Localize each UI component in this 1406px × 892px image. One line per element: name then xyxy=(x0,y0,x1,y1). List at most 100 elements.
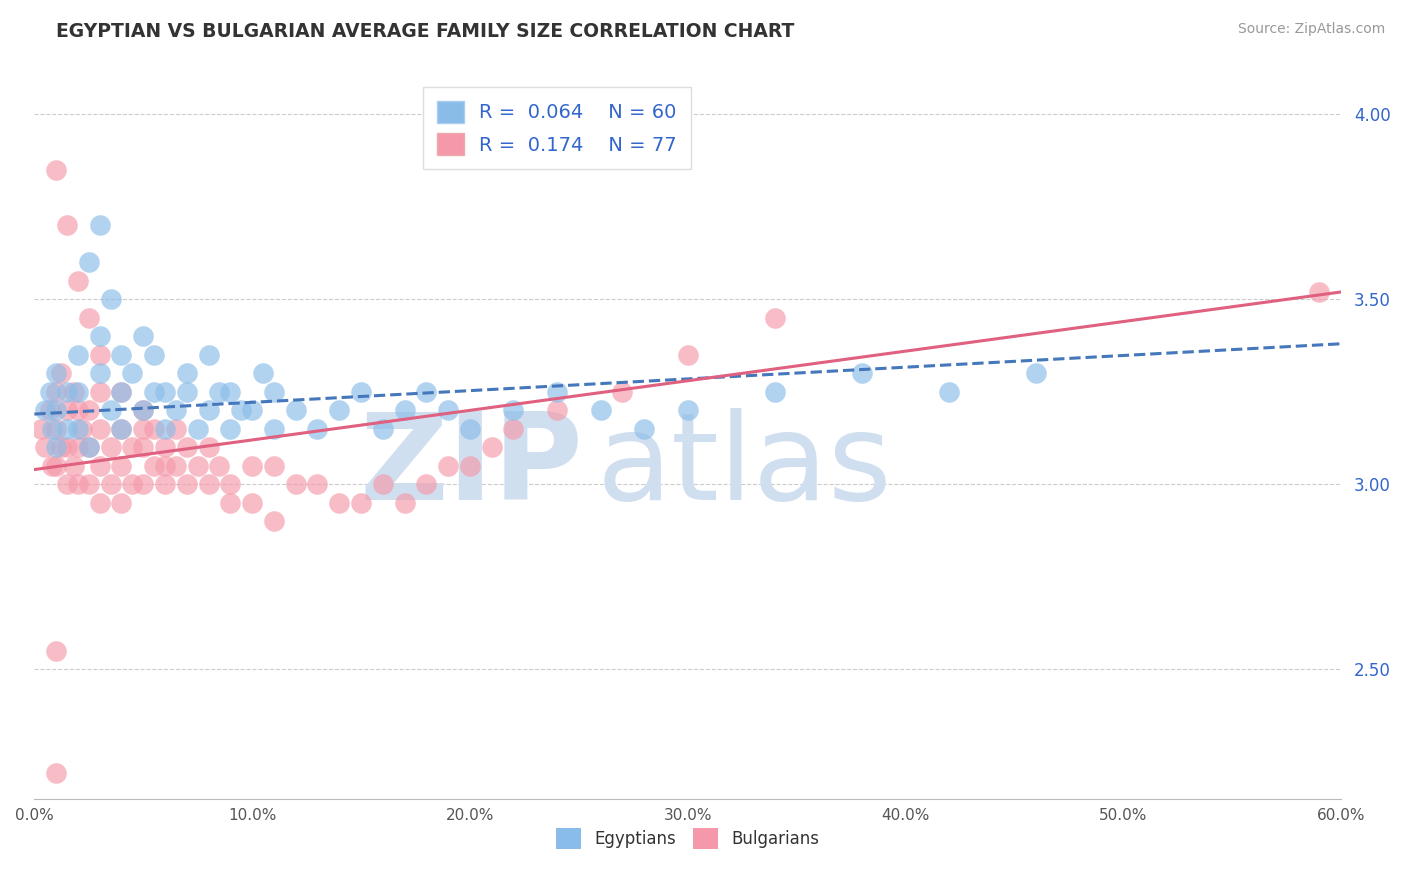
Point xyxy=(49,441,72,455)
Point xyxy=(45,422,67,436)
Point xyxy=(153,422,176,436)
Point xyxy=(66,403,89,417)
Point xyxy=(263,422,285,436)
Point xyxy=(66,441,89,455)
Point xyxy=(121,441,143,455)
Point xyxy=(458,458,481,473)
Point xyxy=(197,477,219,491)
Point xyxy=(307,422,329,436)
Point xyxy=(153,441,176,455)
Point xyxy=(328,403,350,417)
Point xyxy=(66,348,89,362)
Text: Source: ZipAtlas.com: Source: ZipAtlas.com xyxy=(1237,22,1385,37)
Point xyxy=(121,477,143,491)
Point xyxy=(284,477,307,491)
Point xyxy=(415,384,437,399)
Point xyxy=(77,441,100,455)
Point xyxy=(153,384,176,399)
Point xyxy=(132,422,155,436)
Point xyxy=(371,477,394,491)
Point xyxy=(110,384,132,399)
Point xyxy=(437,403,460,417)
Text: ZIP: ZIP xyxy=(360,409,583,525)
Point xyxy=(219,477,242,491)
Point xyxy=(66,477,89,491)
Point xyxy=(45,384,67,399)
Point xyxy=(328,496,350,510)
Point xyxy=(110,458,132,473)
Point xyxy=(132,441,155,455)
Point xyxy=(89,219,111,233)
Point xyxy=(307,477,329,491)
Point xyxy=(240,458,263,473)
Point xyxy=(176,477,198,491)
Text: EGYPTIAN VS BULGARIAN AVERAGE FAMILY SIZE CORRELATION CHART: EGYPTIAN VS BULGARIAN AVERAGE FAMILY SIZ… xyxy=(56,22,794,41)
Point xyxy=(100,403,122,417)
Point xyxy=(132,477,155,491)
Point xyxy=(197,348,219,362)
Point xyxy=(41,458,63,473)
Point xyxy=(143,422,166,436)
Point xyxy=(263,514,285,528)
Point xyxy=(371,422,394,436)
Point xyxy=(62,384,84,399)
Point xyxy=(153,477,176,491)
Point xyxy=(121,367,143,381)
Point xyxy=(252,367,274,381)
Point xyxy=(763,384,786,399)
Point xyxy=(132,329,155,343)
Point xyxy=(38,384,60,399)
Point xyxy=(89,496,111,510)
Point xyxy=(110,348,132,362)
Point xyxy=(219,496,242,510)
Point xyxy=(350,384,373,399)
Point xyxy=(56,477,79,491)
Point xyxy=(1308,285,1330,299)
Point xyxy=(851,367,873,381)
Point xyxy=(240,496,263,510)
Point xyxy=(45,458,67,473)
Point xyxy=(165,422,187,436)
Point xyxy=(231,403,253,417)
Point xyxy=(30,422,52,436)
Point xyxy=(132,403,155,417)
Point xyxy=(458,422,481,436)
Point xyxy=(197,441,219,455)
Point xyxy=(77,310,100,325)
Point xyxy=(77,255,100,269)
Point xyxy=(187,458,209,473)
Point xyxy=(49,367,72,381)
Point xyxy=(263,384,285,399)
Point xyxy=(110,422,132,436)
Point xyxy=(676,403,699,417)
Point xyxy=(143,348,166,362)
Point xyxy=(219,384,242,399)
Point xyxy=(263,458,285,473)
Point xyxy=(45,367,67,381)
Point xyxy=(45,765,67,780)
Point xyxy=(350,496,373,510)
Point xyxy=(437,458,460,473)
Point xyxy=(56,384,79,399)
Point xyxy=(176,367,198,381)
Point xyxy=(66,274,89,288)
Point xyxy=(240,403,263,417)
Point xyxy=(546,403,568,417)
Point xyxy=(41,422,63,436)
Point xyxy=(77,477,100,491)
Point xyxy=(66,384,89,399)
Point xyxy=(110,422,132,436)
Point xyxy=(612,384,634,399)
Point xyxy=(62,458,84,473)
Point xyxy=(763,310,786,325)
Point xyxy=(208,458,231,473)
Point xyxy=(89,422,111,436)
Point xyxy=(132,403,155,417)
Point xyxy=(197,403,219,417)
Point xyxy=(66,422,89,436)
Point xyxy=(100,477,122,491)
Legend: R =  0.064    N = 60, R =  0.174    N = 77: R = 0.064 N = 60, R = 0.174 N = 77 xyxy=(423,87,690,169)
Point xyxy=(589,403,612,417)
Point xyxy=(56,422,79,436)
Point xyxy=(1025,367,1047,381)
